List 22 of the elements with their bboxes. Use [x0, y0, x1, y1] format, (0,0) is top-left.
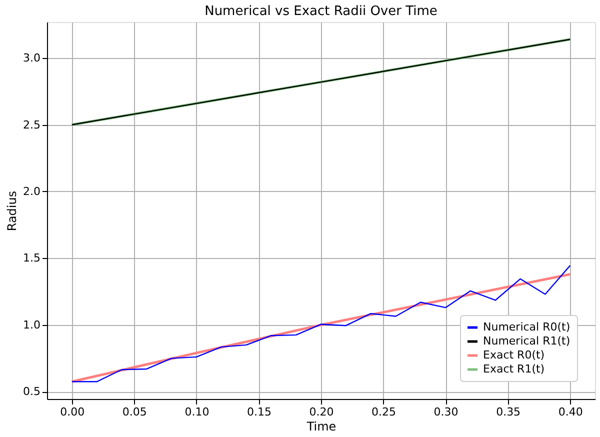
x-tick-label: 0.25: [372, 406, 396, 418]
x-axis-title: Time: [306, 420, 336, 434]
x-tick-label: 0.00: [60, 406, 85, 418]
y-tick-label: 0.5: [23, 385, 40, 398]
x-tick-label: 0.10: [184, 406, 210, 418]
y-tick-label: 1.5: [23, 252, 40, 265]
x-tick-label: 0.40: [558, 406, 583, 418]
y-tick-label: 1.0: [23, 318, 40, 332]
x-tick-label: 0.05: [122, 406, 147, 418]
x-tick-label: 0.30: [434, 406, 458, 418]
legend-label: Exact R1(t): [483, 362, 545, 376]
legend-label: Numerical R1(t): [483, 334, 570, 348]
y-tick-label: 3.0: [23, 52, 40, 65]
x-tick-label: 0.20: [309, 406, 334, 418]
x-tick-label: 0.35: [496, 406, 521, 418]
y-tick-label: 2.5: [23, 118, 40, 132]
y-axis-title: Radius: [5, 190, 20, 232]
legend-label: Exact R0(t): [483, 348, 545, 362]
legend-label: Numerical R0(t): [483, 320, 570, 334]
chart-title: Numerical vs Exact Radii Over Time: [204, 4, 438, 19]
y-tick-label: 2.0: [23, 184, 40, 198]
x-tick-label: 0.15: [246, 406, 272, 418]
